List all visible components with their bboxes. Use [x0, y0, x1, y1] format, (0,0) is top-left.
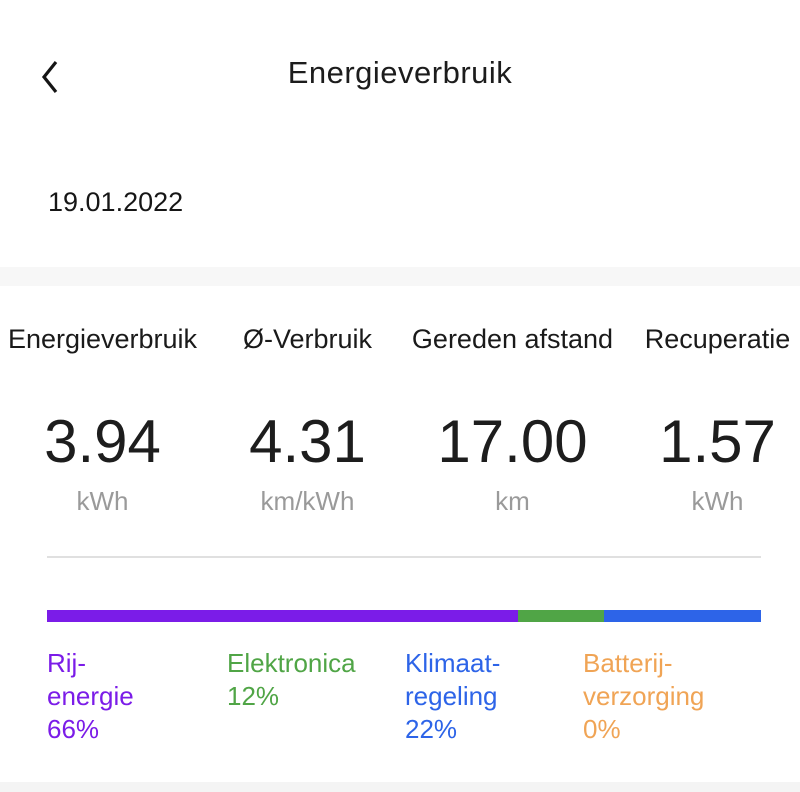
stat-unit: kWh: [76, 486, 129, 516]
bar-segment-1: [518, 610, 604, 622]
stat-value: 17.00: [437, 408, 588, 475]
legend-line: Klimaat-: [405, 648, 501, 678]
legend-line: regeling: [405, 681, 498, 711]
legend-item-3: Batterij-verzorging 0%: [583, 647, 759, 746]
legend-item-2: Klimaat-regeling 22%: [405, 647, 581, 746]
stat-value: 1.57: [659, 408, 776, 475]
bar-segment-0: [47, 610, 519, 622]
stat-label: Recuperatie: [644, 324, 791, 354]
stat-label: Energieverbruik: [7, 324, 198, 354]
legend-line: 66%: [47, 714, 100, 744]
legend-item-0: Rij-energie 66%: [47, 647, 223, 746]
date-label: 19.01.2022: [48, 187, 184, 217]
bar-segment-2: [603, 610, 761, 622]
legend-item-1: Elektronica 12%: [227, 647, 403, 713]
stats-row: Energieverbruik 3.94 kWh Ø-Verbruik 4.31…: [0, 325, 800, 515]
stat-unit: km/kWh: [260, 486, 355, 516]
stat-col-recuperatie: Recuperatie 1.57 kWh: [615, 325, 800, 515]
legend-line: verzorging: [583, 681, 705, 711]
chevron-left-icon: [39, 59, 61, 98]
legend-line: 12%: [227, 681, 280, 711]
legend-line: Elektronica: [227, 648, 356, 678]
legend-line: Batterij-: [583, 648, 673, 678]
usage-bar: [47, 610, 761, 622]
legend-line: Rij-: [47, 648, 86, 678]
bottom-band: [0, 782, 800, 792]
stat-unit: km: [495, 486, 530, 516]
legend-line: 0%: [583, 714, 621, 744]
horizontal-divider: [47, 556, 761, 558]
stat-col-gereden-afstand: Gereden afstand 17.00 km: [410, 325, 615, 515]
legend-line: energie: [47, 681, 134, 711]
stat-label: Ø-Verbruik: [242, 324, 373, 354]
stat-label: Gereden afstand: [411, 324, 614, 354]
stat-col-energieverbruik: Energieverbruik 3.94 kWh: [0, 325, 205, 515]
stat-col-gemiddeld-verbruik: Ø-Verbruik 4.31 km/kWh: [205, 325, 410, 515]
section-divider-band: [0, 267, 800, 286]
stat-unit: kWh: [691, 486, 744, 516]
usage-legend: Rij-energie 66% Elektronica 12% Klimaat-rege…: [47, 647, 761, 757]
stat-value: 4.31: [249, 408, 366, 475]
legend-line: 22%: [405, 714, 458, 744]
stat-value: 3.94: [44, 408, 161, 475]
page-title: Energieverbruik: [287, 55, 513, 90]
back-button[interactable]: [34, 56, 66, 100]
